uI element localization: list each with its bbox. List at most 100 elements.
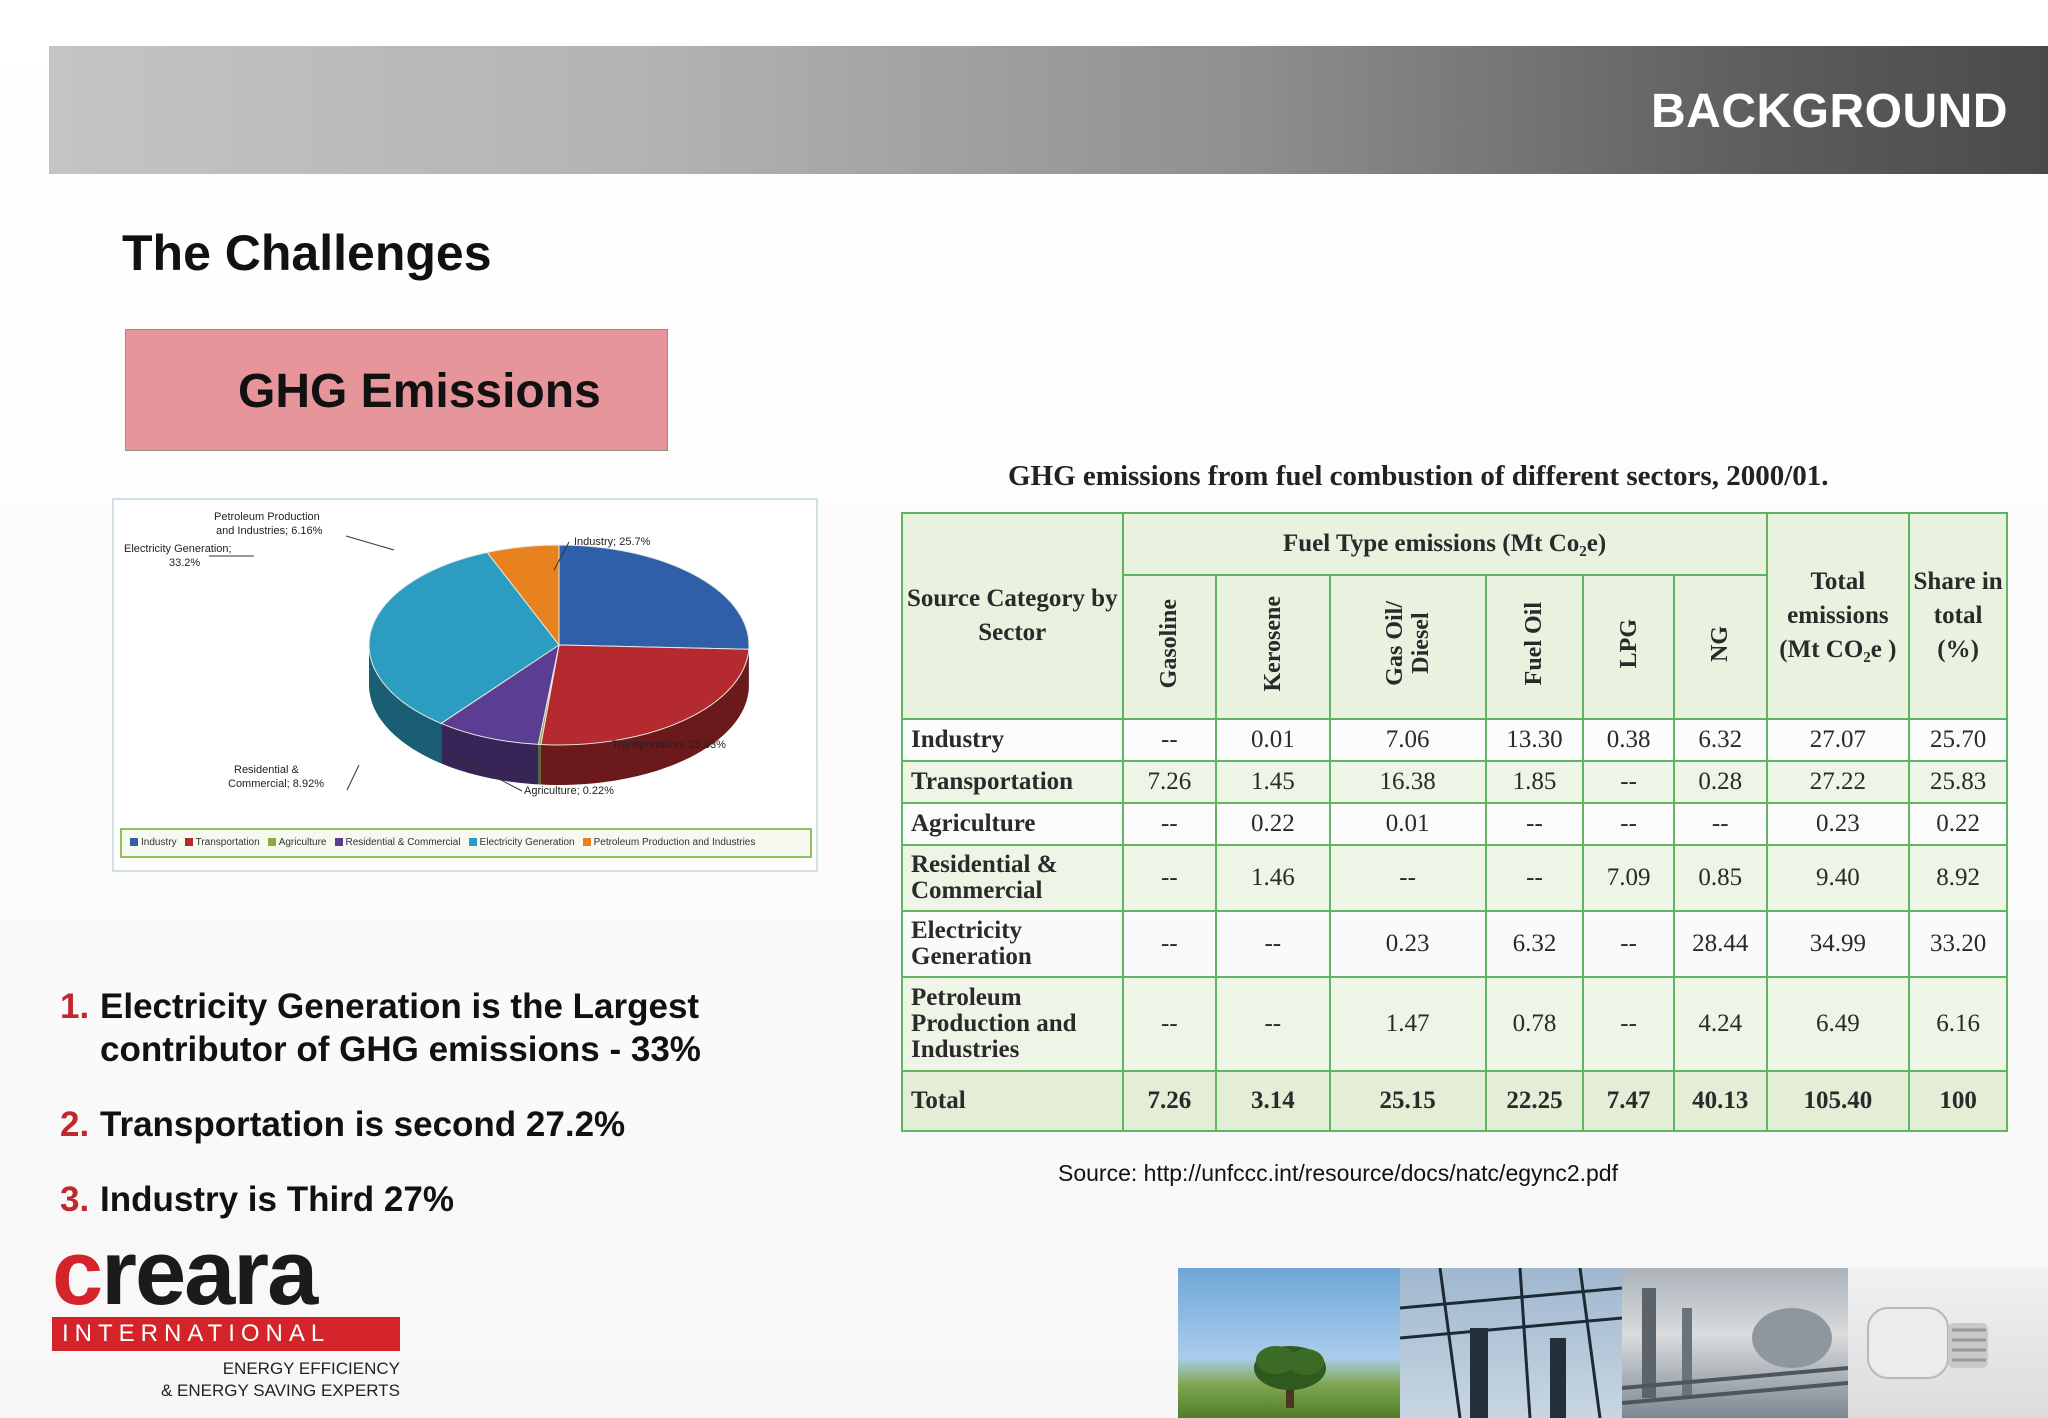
pie-leader-line	[608, 739, 635, 746]
table-cell-sector: Residential & Commercial	[901, 844, 1124, 912]
source-citation: Source: http://unfccc.int/resource/docs/…	[1058, 1160, 1618, 1186]
pie-leader-line	[345, 535, 395, 551]
table-cell-sector: Transportation	[901, 760, 1124, 804]
pie-slice	[540, 644, 750, 746]
table-cell-sector: Electricity Generation	[901, 910, 1124, 978]
pie-slice	[368, 551, 560, 724]
table-cell: --	[1582, 760, 1675, 804]
table-row: Agriculture -- 0.22 0.01 -- -- -- 0.23 0.22	[901, 802, 2008, 846]
col-header-source: Source Category by Sector	[901, 512, 1124, 720]
emissions-table: Source Category by Sector Fuel Type emis…	[901, 512, 2008, 1132]
table-cell: 7.26	[1121, 760, 1218, 804]
creara-logo: creara INTERNATIONAL ENERGY EFFICIENCY &…	[52, 1222, 412, 1405]
section-label-box: GHG Emissions	[125, 329, 668, 451]
table-cell: --	[1121, 718, 1218, 762]
substation-photo	[1400, 1268, 1622, 1418]
pie-label: Transportation; 25.83%	[612, 739, 726, 751]
table-cell-sector: Petroleum Production and Industries	[901, 976, 1124, 1072]
table-cell: --	[1582, 802, 1675, 846]
section-label: GHG Emissions	[238, 365, 601, 418]
table-cell-sector: Total	[901, 1070, 1124, 1132]
pie-leader-line	[346, 764, 360, 791]
table-cell: 1.85	[1484, 760, 1585, 804]
table-cell: 7.09	[1582, 844, 1675, 912]
table-row: Electricity Generation -- -- 0.23 6.32 -- 28.4…	[901, 910, 2008, 978]
table-cell: --	[1582, 976, 1675, 1072]
table-cell: --	[1215, 910, 1331, 978]
table-cell: --	[1121, 976, 1218, 1072]
table-cell: 6.32	[1672, 718, 1768, 762]
table-cell: 22.25	[1484, 1070, 1585, 1132]
table-cell: --	[1484, 844, 1585, 912]
table-cell-sector: Industry	[901, 718, 1124, 762]
header-title: BACKGROUND	[1651, 85, 2008, 138]
table-row: Petroleum Production and Industries -- -- 1…	[901, 976, 2008, 1072]
table-cell: 0.23	[1765, 802, 1911, 846]
table-cell: 0.78	[1484, 976, 1585, 1072]
col-header-total: Total emissions (Mt CO₂e )	[1765, 512, 1911, 720]
table-cell: 16.38	[1328, 760, 1487, 804]
table-cell: 7.06	[1328, 718, 1487, 762]
table-cell: 0.38	[1582, 718, 1675, 762]
legend-swatch	[582, 838, 591, 847]
table-cell: 25.83	[1908, 760, 2008, 804]
pie-slice-side	[441, 723, 539, 785]
table-cell: --	[1121, 844, 1218, 912]
table-cell: 34.99	[1765, 910, 1911, 978]
pie-leader-line	[443, 749, 523, 792]
pie-slice-side	[540, 649, 749, 785]
col-header-diesel: Gas Oil/ Diesel	[1328, 574, 1487, 720]
table-cell: 6.32	[1484, 910, 1585, 978]
table-cell: 25.15	[1328, 1070, 1487, 1132]
refinery-photo	[1622, 1268, 1848, 1418]
pie-label: Petroleum Production	[214, 511, 320, 523]
table-cell: 7.47	[1582, 1070, 1675, 1132]
table-cell: 8.92	[1908, 844, 2008, 912]
table-cell: 1.47	[1328, 976, 1487, 1072]
table-cell: --	[1121, 910, 1218, 978]
pie-label: Residential &	[234, 764, 299, 776]
legend-swatch	[468, 838, 477, 847]
table-cell: 28.44	[1672, 910, 1768, 978]
legend-label: Electricity Generation	[479, 837, 575, 848]
table-cell: 6.49	[1765, 976, 1911, 1072]
table-row: Residential & Commercial -- 1.46 -- -- 7.09 0.…	[901, 844, 2008, 912]
table-cell: 0.01	[1328, 802, 1487, 846]
table-row: Transportation 7.26 1.45 16.38 1.85 -- 0.28 27.…	[901, 760, 2008, 804]
table-cell: 0.22	[1215, 802, 1331, 846]
logo-tagline-2: & ENERGY SAVING EXPERTS	[160, 1381, 400, 1400]
col-header-lpg: LPG	[1582, 574, 1675, 720]
table-cell: 9.40	[1765, 844, 1911, 912]
key-points-list: 1. Electricity Generation is the Largest…	[60, 985, 860, 1253]
pie-label: Agriculture; 0.22%	[524, 785, 614, 797]
list-item-text: Transportation is second 27.2%	[100, 1105, 626, 1144]
col-header-ng: NG	[1672, 574, 1768, 720]
pie-label: and Industries; 6.16%	[216, 525, 323, 537]
legend-swatch	[334, 838, 343, 847]
table-cell: 105.40	[1765, 1070, 1911, 1132]
pie-label: Industry; 25.7%	[574, 536, 651, 548]
legend-label: Residential & Commercial	[345, 837, 461, 848]
list-item: 3. Industry is Third 27%	[60, 1178, 860, 1221]
table-cell-sector: Agriculture	[901, 802, 1124, 846]
page-title: The Challenges	[122, 225, 492, 281]
col-header-gasoline: Gasoline	[1121, 574, 1218, 720]
tree-photo	[1178, 1268, 1400, 1418]
list-item-text: Electricity Generation is the Largest	[100, 987, 700, 1026]
logo-tagline-1: ENERGY EFFICIENCY	[222, 1359, 400, 1378]
col-header-share: Share in total (%)	[1908, 512, 2008, 720]
table-row: Industry -- 0.01 7.06 13.30 0.38 6.32 27.07 25.7…	[901, 718, 2008, 762]
legend-label: Transportation	[195, 837, 260, 848]
cfl-bulb-photo	[1848, 1268, 2048, 1418]
table-cell: 0.28	[1672, 760, 1768, 804]
pie-slice-side	[369, 646, 442, 764]
logo-international: INTERNATIONAL	[52, 1317, 400, 1351]
table-cell: 0.23	[1328, 910, 1487, 978]
pie-slice	[440, 643, 560, 745]
legend-swatch	[267, 838, 276, 847]
table-cell: --	[1215, 976, 1331, 1072]
table-cell: 6.16	[1908, 976, 2008, 1072]
pie-chart: Industry; 25.7% Transportation; 25.83% Agr…	[112, 498, 818, 872]
photo-strip	[1178, 1268, 2048, 1418]
